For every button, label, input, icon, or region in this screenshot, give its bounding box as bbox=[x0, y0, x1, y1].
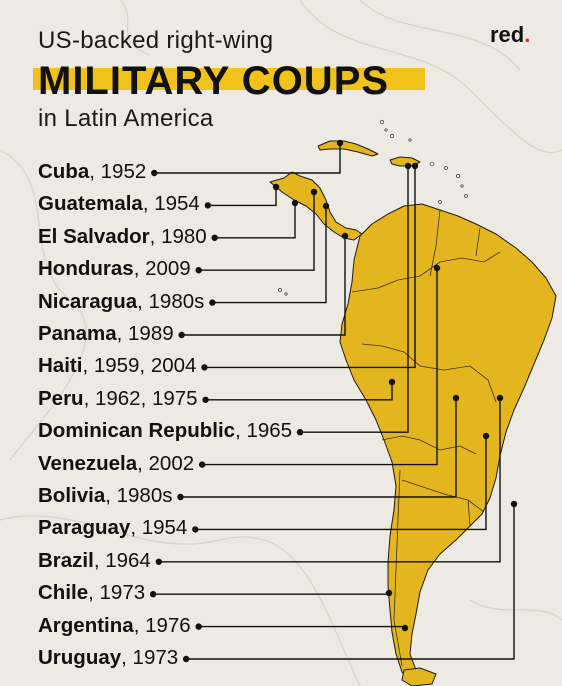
coup-years: , 2009 bbox=[133, 257, 191, 281]
coup-row: Honduras, 2009 bbox=[38, 257, 191, 281]
coup-row: Peru, 1962, 1975 bbox=[38, 387, 198, 411]
hispaniola-shape bbox=[389, 156, 421, 167]
coup-years: , 1980 bbox=[149, 224, 207, 248]
coup-row: Bolivia, 1980s bbox=[38, 484, 172, 508]
coup-years: , 1980s bbox=[105, 484, 173, 507]
coup-years: , 1973 bbox=[121, 646, 179, 669]
title-band: MILITARY COUPS bbox=[33, 59, 425, 103]
country-name: Brazil bbox=[38, 548, 94, 572]
coup-row: Brazil, 1964 bbox=[38, 549, 151, 573]
coup-row: Nicaragua, 1980s bbox=[38, 290, 204, 314]
coup-years: , 1952 bbox=[89, 160, 147, 183]
brand-logo: red. bbox=[490, 22, 530, 48]
tierra-del-fuego-shape bbox=[401, 667, 437, 686]
country-name: Venezuela bbox=[38, 451, 138, 475]
coup-years: , 1962, 1975 bbox=[83, 386, 198, 410]
country-name: Panama bbox=[38, 322, 117, 345]
coup-years: , 1964 bbox=[93, 548, 151, 572]
country-name: Paraguay bbox=[38, 516, 131, 540]
coup-row: Dominican Republic, 1965 bbox=[38, 419, 292, 443]
country-name: Guatemala bbox=[38, 192, 143, 216]
coup-years: , 1980s bbox=[137, 289, 205, 313]
coup-row: Argentina, 1976 bbox=[38, 614, 191, 638]
coup-row: Chile, 1973 bbox=[38, 581, 145, 605]
coup-row: Haiti, 1959, 2004 bbox=[38, 354, 196, 378]
brand-dot: . bbox=[524, 22, 531, 47]
subtitle-bottom: in Latin America bbox=[38, 105, 214, 132]
coup-row: Cuba, 1952 bbox=[38, 160, 146, 184]
country-name: Dominican Republic bbox=[38, 419, 236, 443]
coup-years: , 1976 bbox=[133, 613, 191, 637]
subtitle-top: US-backed right-wing bbox=[38, 27, 274, 54]
country-name: Bolivia bbox=[38, 484, 106, 507]
coup-years: , 1954 bbox=[142, 192, 200, 216]
country-name: Haiti bbox=[38, 354, 83, 378]
coup-years: , 1954 bbox=[130, 516, 188, 540]
cuba-shape bbox=[317, 140, 379, 157]
coup-years: , 1989 bbox=[116, 322, 174, 345]
coup-years: , 1973 bbox=[88, 581, 146, 605]
country-name: Nicaragua bbox=[38, 289, 138, 313]
coup-row: Panama, 1989 bbox=[38, 322, 174, 346]
country-name: Uruguay bbox=[38, 646, 122, 669]
coup-row: Venezuela, 2002 bbox=[38, 452, 194, 476]
country-name: Chile bbox=[38, 581, 89, 605]
caribbean-islands bbox=[278, 119, 468, 296]
country-name: Cuba bbox=[38, 160, 90, 183]
coup-years: , 1959, 2004 bbox=[82, 354, 197, 378]
coup-row: El Salvador, 1980 bbox=[38, 225, 207, 249]
country-name: El Salvador bbox=[38, 224, 150, 248]
brand-name: red bbox=[490, 22, 525, 47]
coup-row: Paraguay, 1954 bbox=[38, 516, 187, 540]
page-title: MILITARY COUPS bbox=[38, 59, 390, 103]
americas-landmass bbox=[269, 140, 557, 686]
coup-row: Guatemala, 1954 bbox=[38, 192, 200, 216]
country-name: Argentina bbox=[38, 613, 134, 637]
country-name: Honduras bbox=[38, 257, 134, 281]
title-highlight bbox=[33, 68, 425, 90]
central-america-shape bbox=[269, 171, 363, 241]
coup-row: Uruguay, 1973 bbox=[38, 646, 178, 670]
coup-years: , 2002 bbox=[137, 451, 195, 475]
coup-years: , 1965 bbox=[235, 419, 293, 443]
country-name: Peru bbox=[38, 386, 84, 410]
